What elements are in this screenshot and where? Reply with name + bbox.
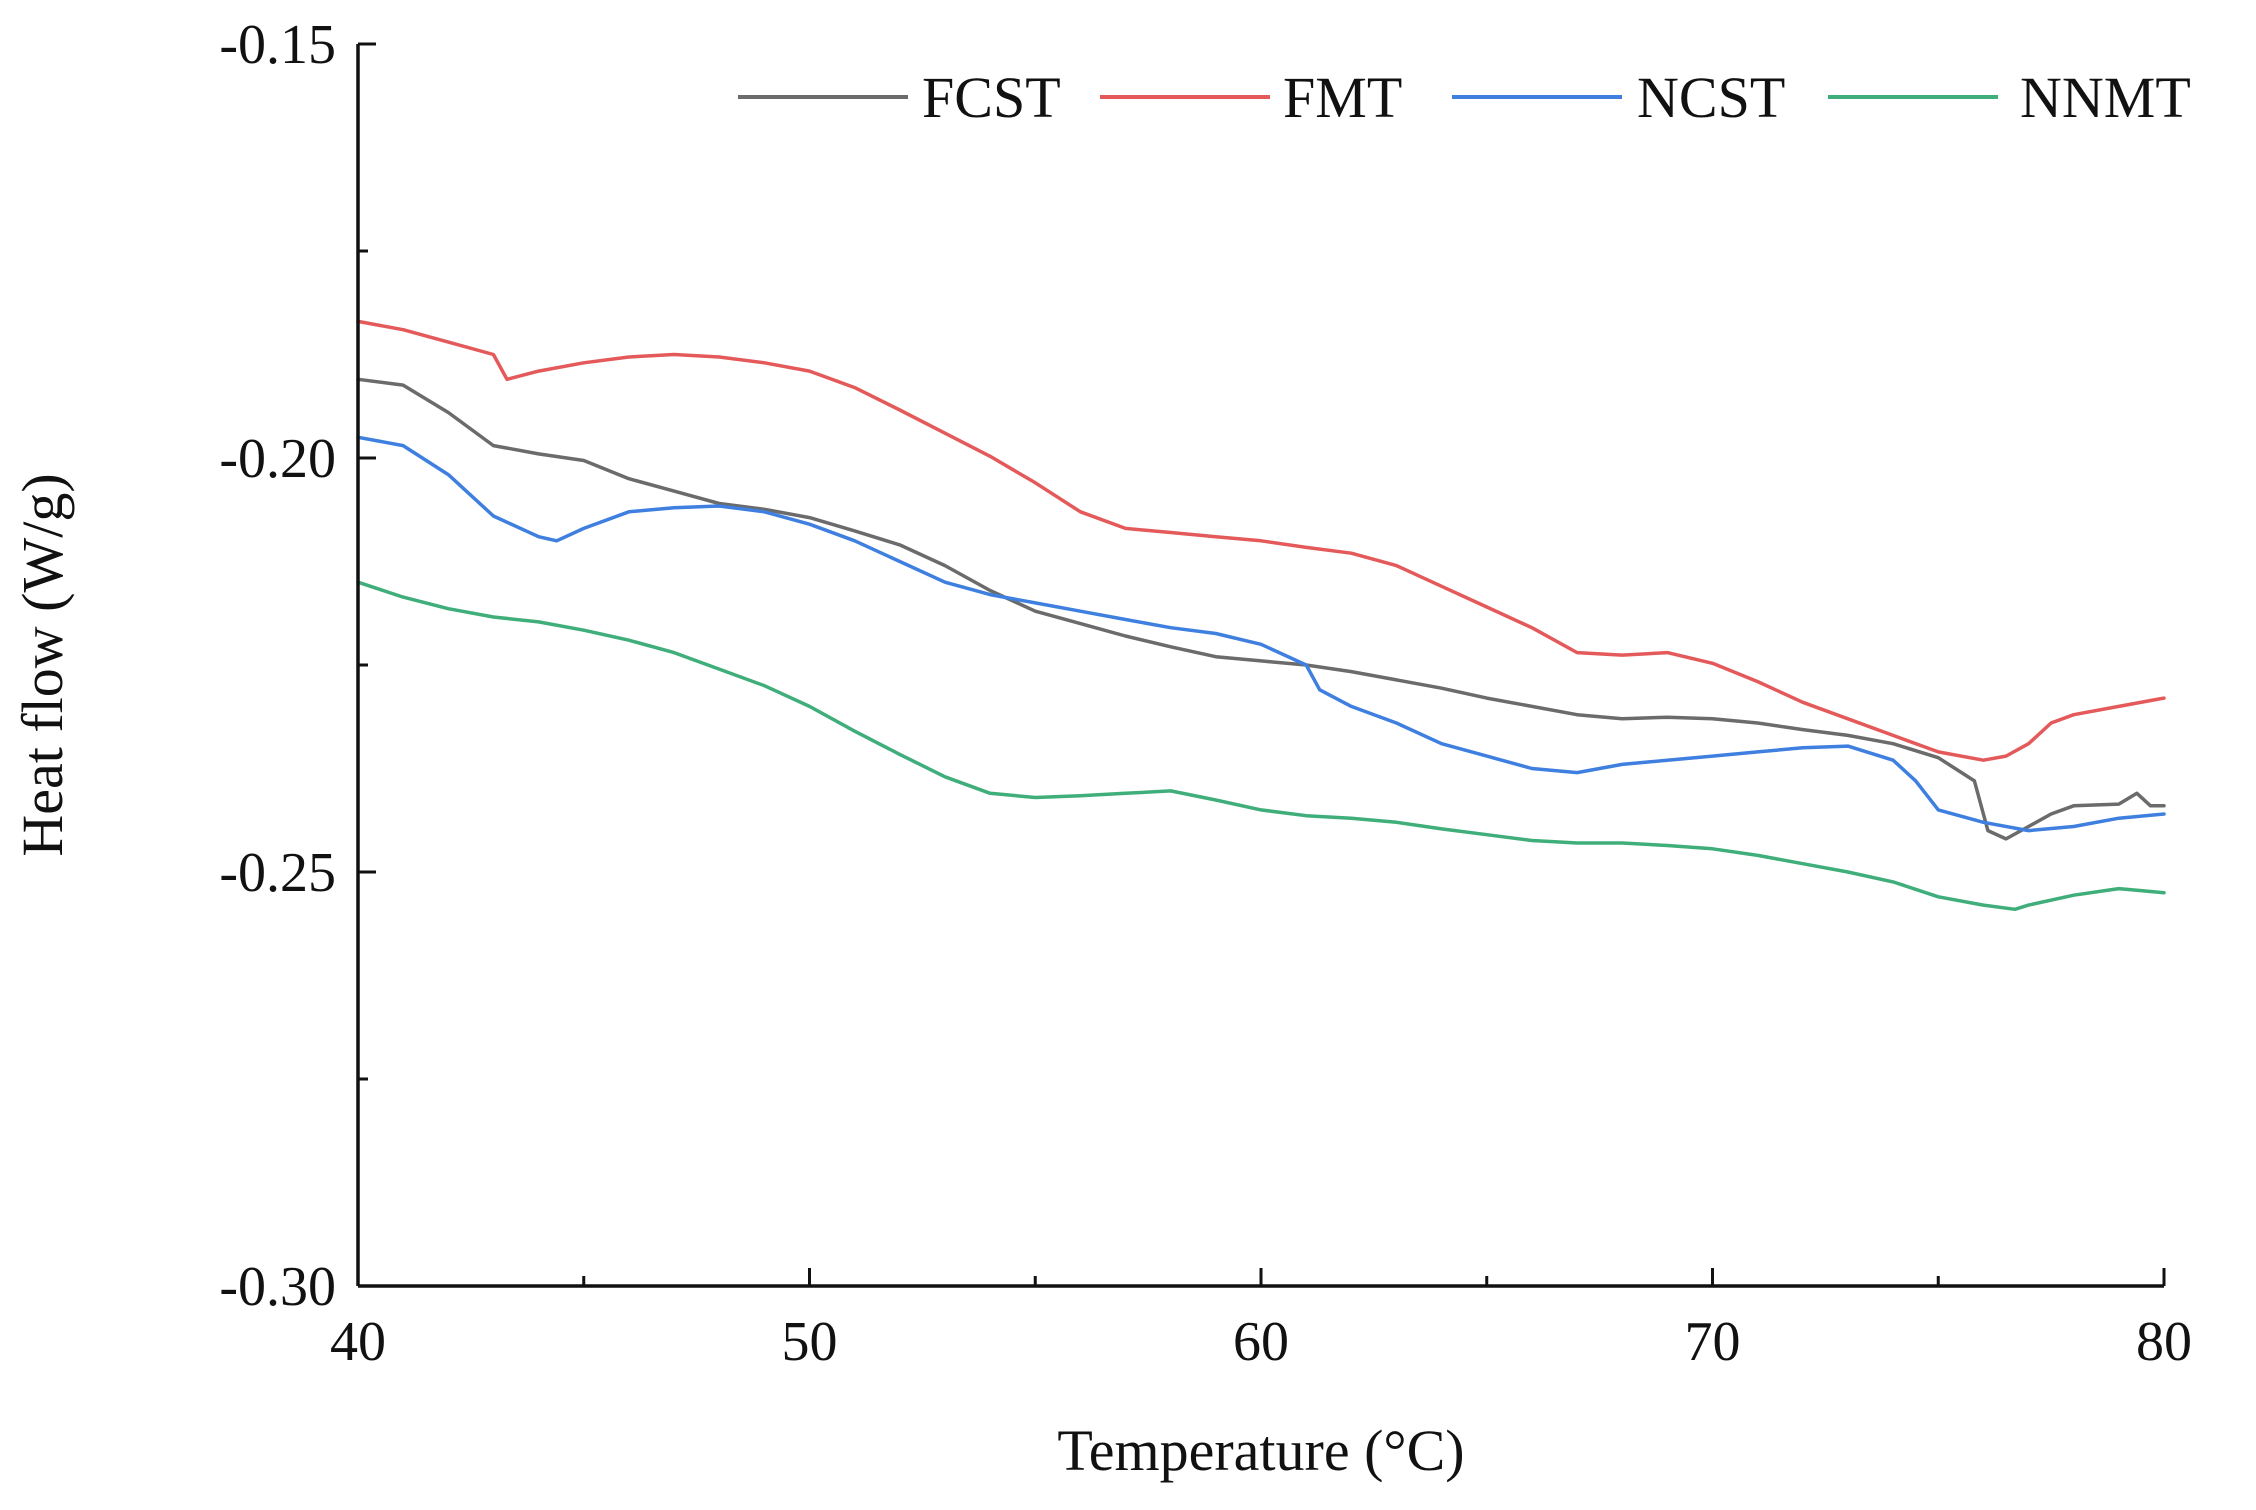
series-layer <box>356 319 2166 912</box>
y-tick-label: -0.30 <box>219 1256 336 1318</box>
x-tick-label: 60 <box>1233 1311 1289 1373</box>
series-line-fcst <box>356 377 2166 841</box>
x-tick-label: 80 <box>2136 1311 2192 1373</box>
x-tick-label: 70 <box>1685 1311 1741 1373</box>
y-axis-title: Heat flow (W/g) <box>10 473 75 856</box>
legend-label-nnmt: NNMT <box>2020 65 2191 130</box>
y-tick-label: -0.20 <box>219 428 336 490</box>
x-axis-title: Temperature (°C) <box>1057 1418 1464 1483</box>
x-tick-label: 40 <box>330 1311 386 1373</box>
legend: FCST FMT NCST NNMT <box>738 65 2191 130</box>
series-line-nnmt <box>356 580 2166 912</box>
series-line-fmt <box>356 319 2166 762</box>
y-tick-label: -0.15 <box>219 14 336 76</box>
x-tick-label: 50 <box>782 1311 838 1373</box>
legend-label-fmt: FMT <box>1283 65 1402 130</box>
series-line-ncst <box>356 435 2166 833</box>
legend-label-ncst: NCST <box>1637 65 1785 130</box>
y-tick-label: -0.25 <box>219 842 336 904</box>
tick-layer: 40 50 60 70 80 -0.15 -0.20 -0.25 -0.30 <box>219 14 2192 1373</box>
legend-label-fcst: FCST <box>922 65 1061 130</box>
